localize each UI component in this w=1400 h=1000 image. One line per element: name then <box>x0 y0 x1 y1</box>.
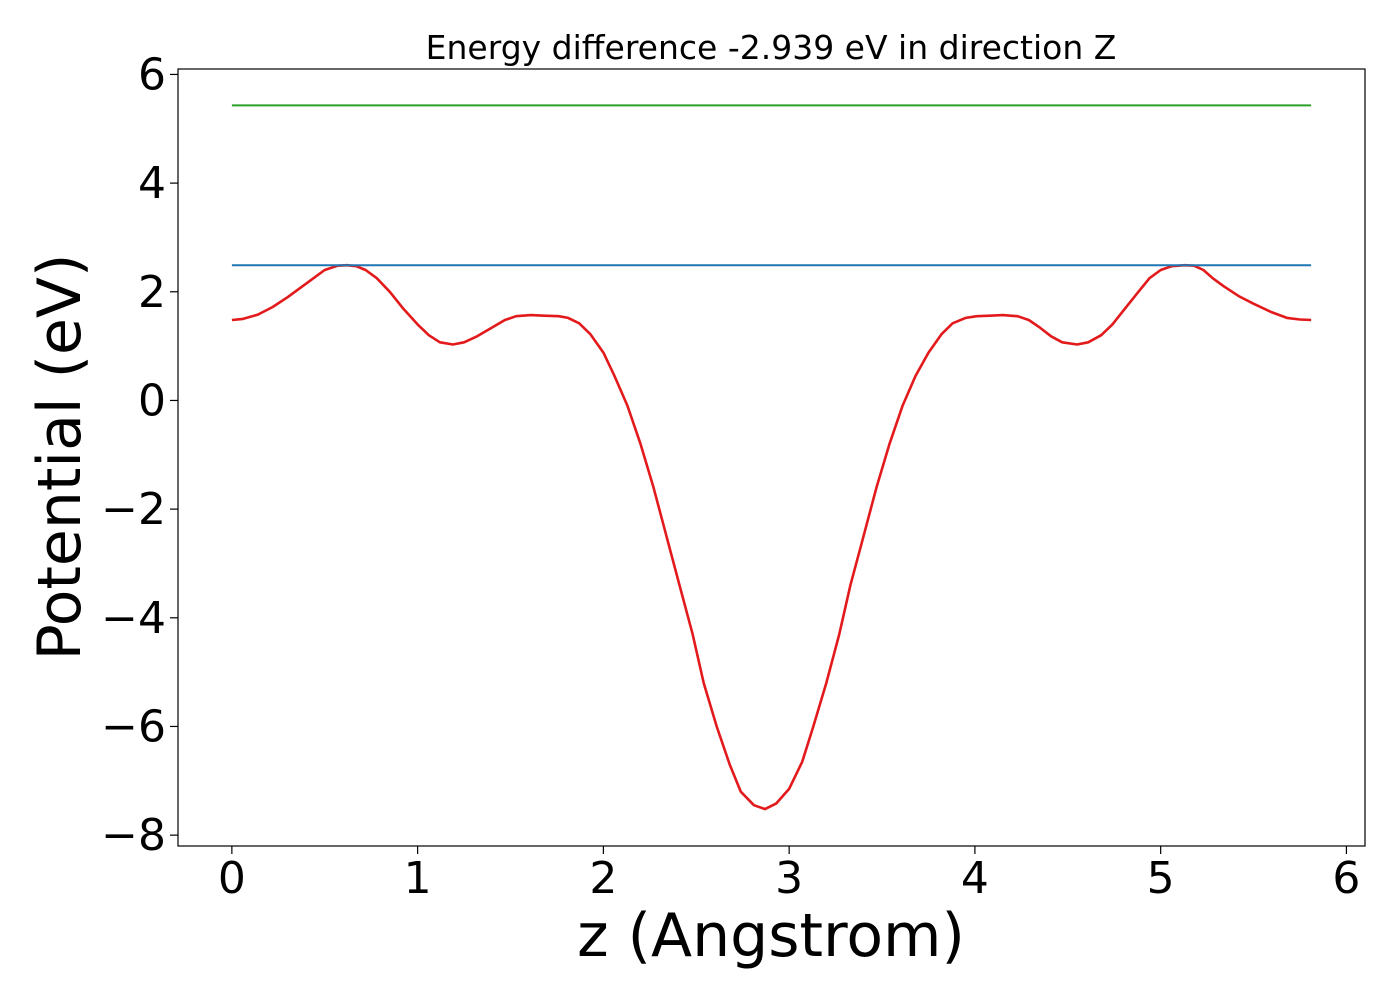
y-tick-label: 2 <box>138 267 166 318</box>
x-axis-label: z (Angstrom) <box>577 901 965 971</box>
x-axis: 0 1 2 3 4 5 6 <box>218 846 1360 904</box>
x-tick-label: 0 <box>218 853 246 904</box>
y-tick-label: −2 <box>101 484 166 535</box>
y-tick-label: 6 <box>138 49 166 100</box>
y-tick-label: 4 <box>138 158 166 209</box>
y-axis: −8 −6 −4 −2 0 2 4 6 <box>101 49 178 861</box>
x-tick-label: 1 <box>404 853 432 904</box>
y-tick-label: −6 <box>101 701 166 752</box>
x-tick-label: 3 <box>775 853 803 904</box>
x-tick-label: 4 <box>961 853 989 904</box>
chart-title: Energy difference -2.939 eV in direction… <box>426 28 1117 67</box>
x-tick-label: 2 <box>589 853 617 904</box>
potential-curve <box>231 263 1312 811</box>
x-tick-label: 5 <box>1147 853 1175 904</box>
series-layer <box>231 104 1312 811</box>
y-tick-label: −8 <box>101 810 166 861</box>
y-axis-label: Potential (eV) <box>25 254 95 661</box>
y-tick-label: 0 <box>138 375 166 426</box>
x-tick-label: 6 <box>1332 853 1360 904</box>
y-tick-label: −4 <box>101 593 166 644</box>
plot-frame <box>177 68 1366 847</box>
